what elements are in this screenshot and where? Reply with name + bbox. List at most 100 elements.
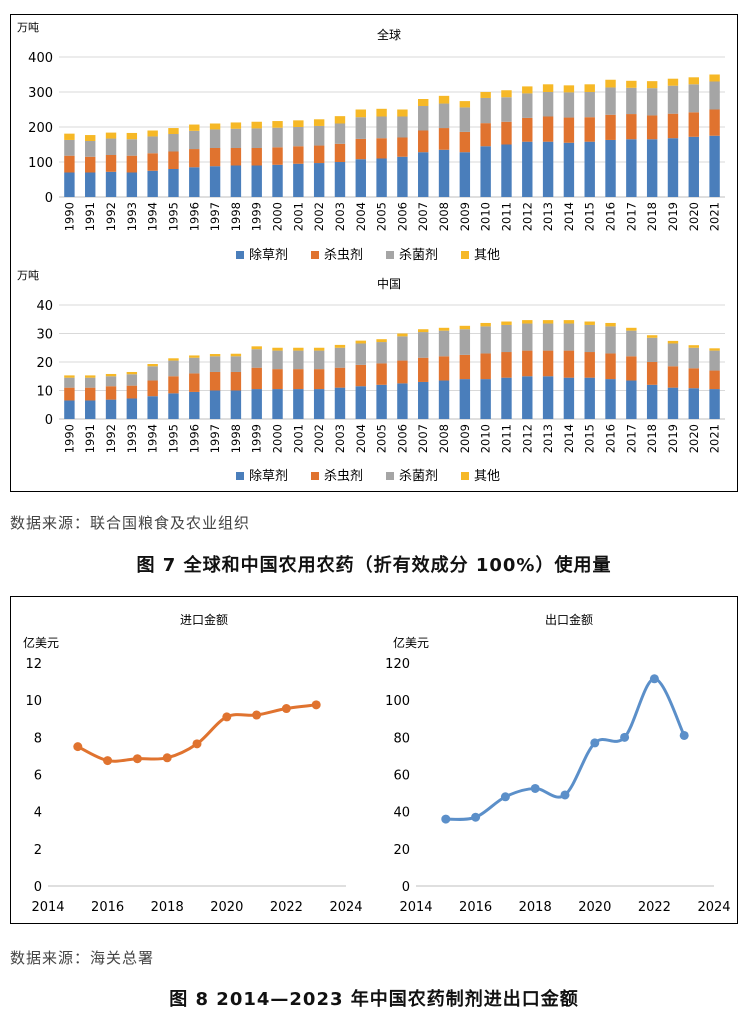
x-tick-label: 2005 (375, 424, 389, 453)
bar-segment (147, 170, 158, 197)
bar-segment (209, 371, 221, 391)
legend-swatch (461, 251, 469, 259)
y-tick-label: 8 (34, 731, 42, 746)
x-tick-label: 2016 (604, 424, 618, 453)
data-point (132, 754, 142, 764)
bar-segment (272, 369, 283, 390)
bar-segment (709, 350, 720, 371)
bar-segment (355, 364, 366, 387)
x-tick-label: 2014 (562, 424, 576, 453)
bar-segment (501, 352, 512, 378)
bar-segment (168, 358, 179, 361)
bar-segment (480, 379, 491, 419)
bar-segment (64, 155, 75, 173)
x-tick-label: 2022 (270, 900, 303, 915)
bar-segment (189, 167, 200, 197)
series-line (76, 703, 318, 763)
x-tick-label: 2003 (333, 424, 347, 453)
x-tick-label: 1992 (104, 424, 118, 453)
x-tick-label: 2020 (687, 424, 701, 453)
bar-segment (334, 367, 346, 388)
bar-segment (230, 148, 242, 166)
bar-segment (251, 349, 262, 368)
bar-segment (355, 138, 366, 160)
bar-segment (418, 381, 429, 419)
bar-segment (313, 125, 325, 146)
bar-segment (605, 322, 616, 327)
bar-segment (522, 320, 533, 324)
legend-swatch (311, 251, 319, 259)
bar-segment (563, 85, 575, 93)
bar-segment (418, 130, 429, 153)
bar-segment (626, 327, 637, 331)
data-point (192, 739, 202, 749)
bar-segment (355, 109, 366, 118)
bar-segment (688, 112, 699, 137)
bar-segment (688, 345, 699, 348)
china-chart: 中国 万吨 0 10 20 30 40 1990 1991 1992 1993 1994 1995 199… (17, 269, 725, 484)
x-tick-label: 2022 (638, 900, 671, 915)
bar-segment (272, 164, 283, 197)
bar-segment (189, 355, 200, 358)
x-tick-label: 2018 (519, 900, 552, 915)
bar-segment (64, 375, 75, 378)
bar-segment (272, 121, 283, 128)
bar-segment (189, 124, 200, 131)
bar-segment (147, 396, 158, 419)
x-tick-label: 2011 (499, 202, 513, 231)
x-tick-label: 2018 (645, 202, 659, 231)
bar-segment (584, 352, 595, 378)
bar-segment (646, 337, 658, 362)
bar-segment (646, 139, 658, 197)
x-tick-label: 2008 (437, 424, 451, 453)
bar-segment (376, 339, 387, 343)
bar-segment (542, 320, 554, 324)
bar-segment (168, 151, 179, 169)
legend-swatch (236, 472, 244, 480)
bar-segment (397, 137, 408, 157)
x-tick-label: 1993 (125, 424, 139, 453)
x-tick-label: 1994 (146, 424, 160, 453)
bar-segment (64, 400, 75, 419)
bar-segment (480, 322, 491, 327)
bar-segment (105, 373, 117, 377)
y-unit-label: 万吨 (17, 269, 39, 282)
y-tick-label: 400 (28, 51, 53, 66)
bar-segment (209, 390, 221, 419)
bar-segment (376, 363, 387, 385)
bar-segment (168, 360, 179, 377)
x-tick-label: 2000 (271, 202, 285, 231)
bar-segment (501, 324, 512, 353)
bar-segment (189, 391, 200, 419)
bar-segment (293, 369, 304, 390)
x-tick-label: 2007 (416, 202, 430, 231)
bar-segment (251, 128, 262, 148)
x-tick-label: 2006 (395, 202, 409, 231)
bar-segment (459, 152, 471, 197)
x-tick-label: 1991 (83, 424, 97, 453)
bar-segment (397, 109, 408, 117)
bar-segment (522, 93, 533, 118)
x-tick-label: 2004 (354, 202, 368, 231)
x-tick-label: 2012 (520, 202, 534, 231)
x-tick-label: 2019 (666, 424, 680, 453)
bar-segment (355, 159, 366, 197)
bar-segment (646, 362, 658, 385)
bar-segment (334, 344, 346, 348)
x-tick-label: 2015 (583, 202, 597, 231)
bar-segment (480, 353, 491, 380)
bar-segment (397, 383, 408, 419)
bar-segment (313, 119, 325, 126)
x-tick-label: 1993 (125, 202, 139, 231)
bar-segment (189, 130, 200, 150)
y-unit-label: 万吨 (17, 21, 39, 34)
bar-segment (563, 142, 575, 197)
bar-segment (189, 373, 200, 392)
bar-segment (251, 148, 262, 166)
bar-segment (667, 138, 679, 197)
bar-segment (64, 387, 75, 401)
bar-segment (64, 133, 75, 140)
x-tick-label: 2016 (459, 900, 492, 915)
bar-segment (480, 326, 491, 354)
bar-segment (147, 380, 158, 397)
